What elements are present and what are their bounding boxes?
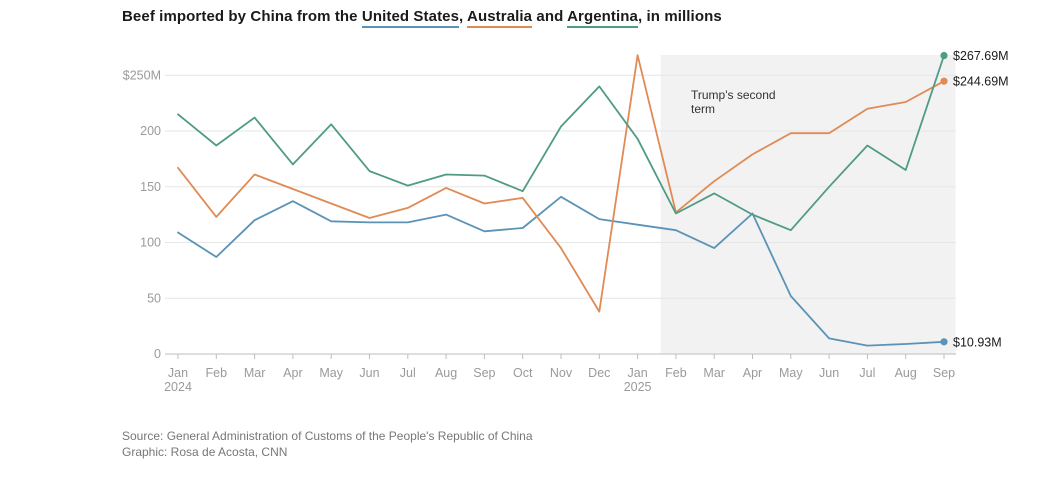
x-tick-year-label: 2025 xyxy=(624,380,652,394)
x-tick-label: Jul xyxy=(859,366,875,380)
x-tick-label: Oct xyxy=(513,366,533,380)
title-series-united-states: United States xyxy=(361,8,460,28)
x-tick-label: Dec xyxy=(588,366,610,380)
x-tick-label: Feb xyxy=(665,366,687,380)
title-prefix: Beef imported by China from the xyxy=(122,8,362,25)
credit-note: Graphic: Rosa de Acosta, CNN xyxy=(122,445,288,459)
annotation-text: term xyxy=(691,102,715,116)
x-tick-label: Sep xyxy=(473,366,495,380)
x-tick-label: Jun xyxy=(359,366,379,380)
chart-footer: Source: General Administration of Custom… xyxy=(122,428,533,460)
series-line-argentina xyxy=(177,54,945,232)
y-tick-label: 150 xyxy=(140,180,161,194)
x-tick-label: Nov xyxy=(550,366,573,380)
annotation-text: Trump's second xyxy=(691,88,776,102)
shaded-term-region xyxy=(660,55,956,354)
x-tick-label: Apr xyxy=(283,366,302,380)
end-point-united-states xyxy=(940,338,948,346)
y-tick-label: 50 xyxy=(147,291,161,305)
title-separator: and xyxy=(532,8,568,25)
y-tick-label: 200 xyxy=(140,124,161,138)
x-tick-label: Mar xyxy=(244,366,266,380)
x-tick-label: Sep xyxy=(933,366,955,380)
title-series-australia: Australia xyxy=(467,8,533,28)
series-line-australia xyxy=(177,54,945,313)
x-tick-label: Jan xyxy=(168,366,188,380)
x-tick-label: Jan xyxy=(628,366,648,380)
x-tick-label: Jun xyxy=(819,366,839,380)
x-tick-label: Mar xyxy=(703,366,725,380)
end-point-australia xyxy=(940,77,948,85)
y-tick-label: $250M xyxy=(123,68,161,82)
end-point-argentina xyxy=(940,51,948,60)
end-value-label-united-states: $10.93M xyxy=(953,335,1002,349)
x-tick-label: Jul xyxy=(400,366,416,380)
title-suffix: , in millions xyxy=(637,8,722,25)
end-value-label-argentina: $267.69M xyxy=(953,49,1009,63)
x-tick-label: Aug xyxy=(435,366,457,380)
y-tick-label: 0 xyxy=(154,347,161,361)
x-tick-year-label: 2024 xyxy=(164,380,192,394)
title-series-argentina: Argentina xyxy=(567,8,638,28)
x-tick-label: Feb xyxy=(206,366,228,380)
end-value-label-australia: $244.69M xyxy=(953,75,1009,89)
series-line-united-states xyxy=(177,195,945,347)
x-tick-label: May xyxy=(319,366,343,380)
title-separator: , xyxy=(459,8,468,25)
x-tick-label: Apr xyxy=(743,366,762,380)
source-note: Source: General Administration of Custom… xyxy=(122,429,533,443)
chart-title: Beef imported by China from the United S… xyxy=(122,8,722,28)
x-tick-label: May xyxy=(779,366,803,380)
y-tick-label: 100 xyxy=(140,236,161,250)
x-tick-label: Aug xyxy=(895,366,917,380)
